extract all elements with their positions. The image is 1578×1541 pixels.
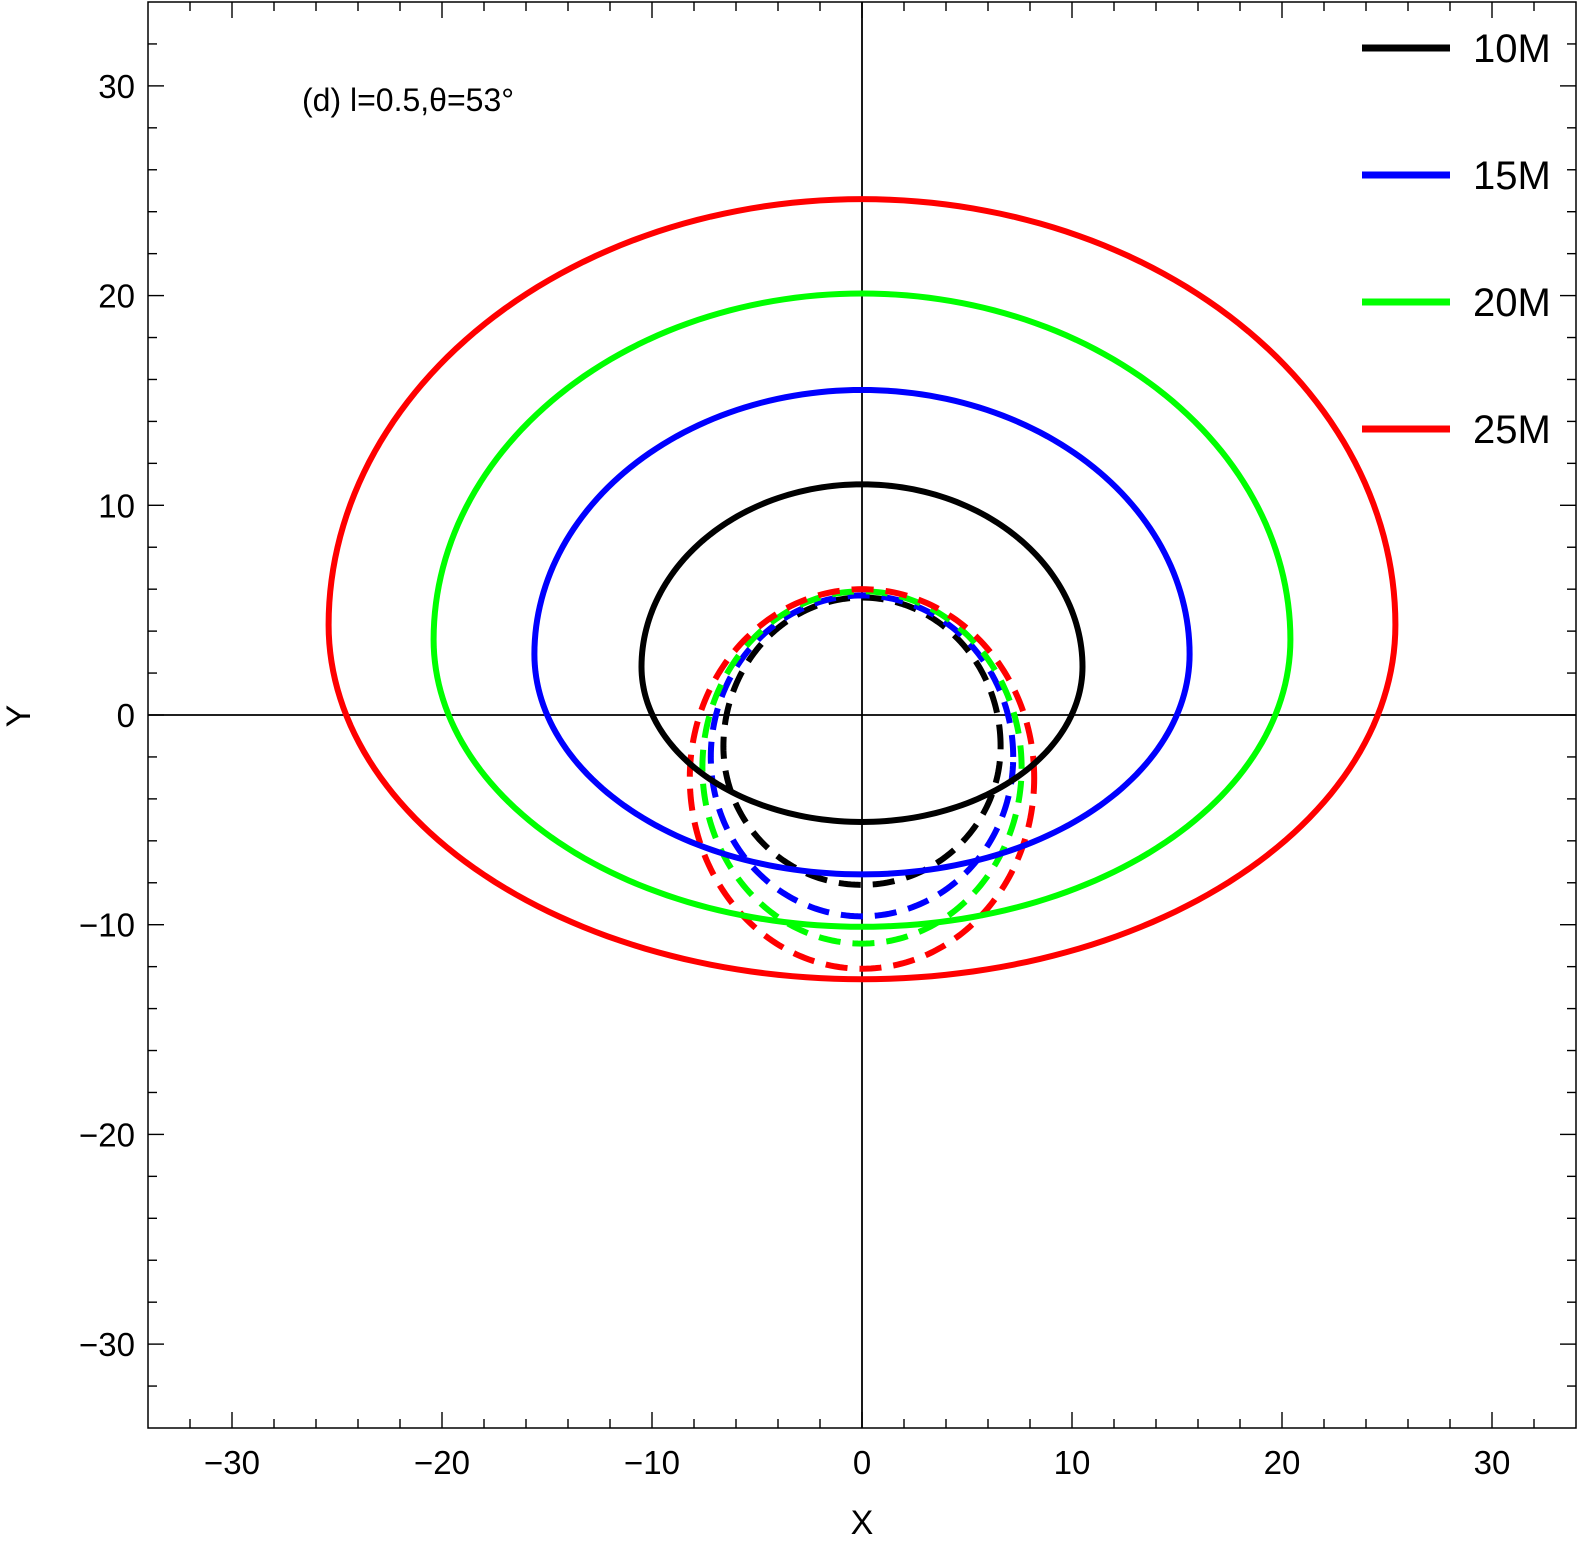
legend: 10M 15M 20M 25M <box>1362 27 1551 452</box>
x-tick-label: −20 <box>414 1444 470 1481</box>
y-tick-label: −30 <box>79 1326 135 1363</box>
panel-annotation: (d) l=0.5,θ=53° <box>302 82 514 118</box>
dashed-curve-20M <box>699 588 1025 947</box>
y-tick-label: −20 <box>79 1116 135 1153</box>
y-tick-label: 10 <box>98 487 135 524</box>
solid-curve-10M <box>638 481 1086 825</box>
solid-curve-15M <box>531 386 1193 878</box>
x-axis-title: X <box>851 1504 874 1541</box>
x-tick-label: 30 <box>1474 1444 1511 1481</box>
x-tick-label: −30 <box>204 1444 260 1481</box>
axis-tick-labels: −30 −20 −10 0 10 20 30 −30 −20 −10 0 10 20 30 <box>79 68 1510 1481</box>
y-axis-title: Y <box>0 705 38 728</box>
legend-label-15M: 15M <box>1473 154 1551 198</box>
curve-layer <box>325 196 1399 983</box>
y-tick-label: 20 <box>98 278 135 315</box>
x-tick-label: 0 <box>853 1444 871 1481</box>
legend-label-20M: 20M <box>1473 281 1551 325</box>
axis-ticks <box>148 2 1576 1428</box>
dashed-curve-15M <box>707 592 1017 920</box>
dashed-curve-10M <box>720 594 1004 888</box>
x-tick-label: 10 <box>1054 1444 1091 1481</box>
x-tick-label: −10 <box>624 1444 680 1481</box>
x-tick-label: 20 <box>1264 1444 1301 1481</box>
y-tick-label: 30 <box>98 68 135 105</box>
y-tick-label: 0 <box>117 697 135 734</box>
legend-label-10M: 10M <box>1473 27 1551 71</box>
solid-curve-25M <box>325 196 1399 983</box>
y-tick-label: −10 <box>79 907 135 944</box>
solid-curve-20M <box>430 290 1294 930</box>
legend-label-25M: 25M <box>1473 408 1551 452</box>
